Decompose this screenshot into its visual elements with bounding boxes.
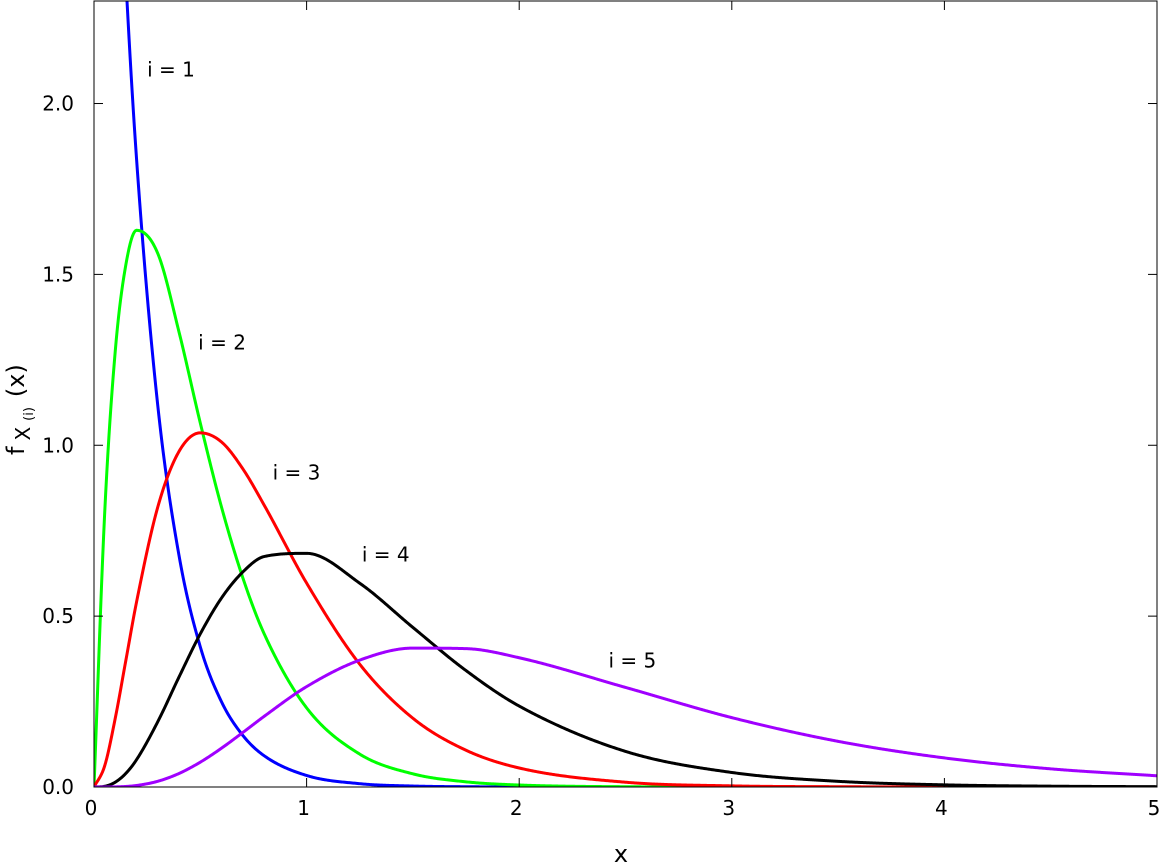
y-label-sub: X xyxy=(11,427,35,441)
series-line-1 xyxy=(125,1,1157,787)
series-label-2: i = 2 xyxy=(198,331,246,355)
y-label-f: f xyxy=(2,446,30,455)
y-axis-label: fX (i) (x) xyxy=(2,364,37,455)
x-tick-label: 0 xyxy=(85,796,98,820)
x-axis-label: x xyxy=(614,840,628,864)
series-line-5 xyxy=(94,646,1157,787)
series-labels: i = 1 i = 2 i = 3 i = 4 i = 5 xyxy=(147,57,656,672)
y-tick-label: 1.5 xyxy=(42,262,74,286)
y-tick-label: 0.0 xyxy=(42,775,74,799)
series-label-4: i = 4 xyxy=(362,543,410,567)
y-tick-label: 1.0 xyxy=(42,433,74,457)
ticks: 0 1 2 3 4 5 0.0 0.5 1.0 1.5 2.0 xyxy=(42,1,1159,820)
y-tick-label: 0.5 xyxy=(42,604,74,628)
series-line-2 xyxy=(94,228,1157,787)
x-tick-label: 4 xyxy=(935,796,948,820)
x-tick-label: 1 xyxy=(297,796,310,820)
series-label-1: i = 1 xyxy=(147,57,195,81)
plot-frame xyxy=(93,0,1158,788)
x-tick-label: 3 xyxy=(722,796,735,820)
series-label-3: i = 3 xyxy=(273,461,321,485)
x-tick-label: 5 xyxy=(1148,796,1159,820)
y-tick-label: 2.0 xyxy=(42,92,74,116)
y-label-subsub: (i) xyxy=(22,407,37,421)
series-label-5: i = 5 xyxy=(608,649,656,673)
x-tick-label: 2 xyxy=(510,796,523,820)
y-label-arg: (x) xyxy=(2,364,30,397)
series-line-4 xyxy=(94,551,1157,787)
